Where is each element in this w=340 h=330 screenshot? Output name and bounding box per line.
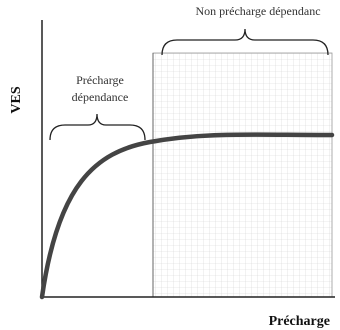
y-axis-label: VES [9, 86, 24, 113]
right-brace [161, 28, 329, 56]
left-brace [49, 113, 146, 141]
x-axis-label: Précharge [269, 314, 330, 329]
left-annotation: dépendance [72, 90, 129, 104]
grid-region [152, 52, 333, 298]
curve [39, 132, 335, 300]
right-annotation: Non précharge dépendanc [195, 4, 320, 18]
left-annotation: Précharge [76, 73, 124, 87]
